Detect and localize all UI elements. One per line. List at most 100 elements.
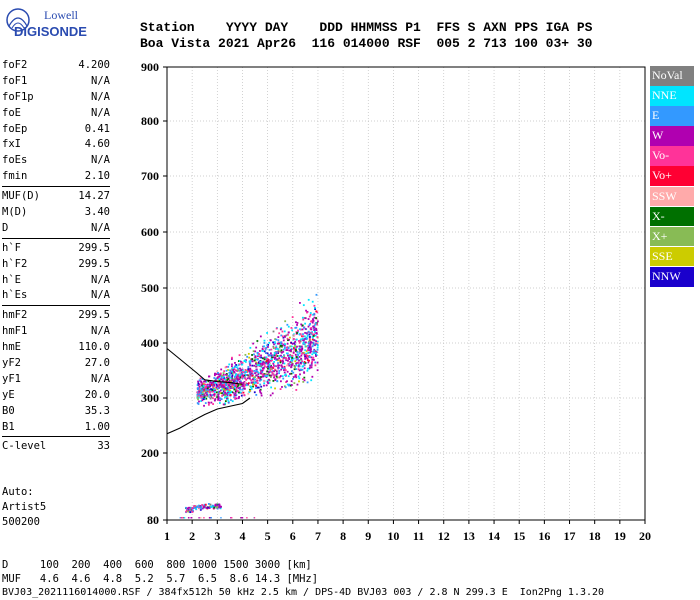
param-key: foF1	[2, 74, 28, 87]
echo-point	[243, 371, 246, 374]
echo-point	[265, 362, 268, 365]
echo-point	[217, 381, 220, 384]
echo-point	[227, 388, 230, 391]
echo-point-low	[240, 517, 243, 519]
echo-point	[313, 316, 316, 319]
echo-point	[277, 336, 280, 338]
echo-point	[313, 304, 316, 307]
echo-point	[258, 353, 260, 355]
echo-point-e	[216, 505, 219, 507]
echo-point	[305, 345, 307, 348]
echo-point	[227, 365, 230, 368]
echo-point	[308, 340, 310, 343]
echo-point	[281, 330, 284, 333]
echo-point	[238, 363, 241, 366]
echo-point	[257, 362, 260, 364]
echo-point	[288, 358, 291, 360]
echo-point	[244, 369, 247, 371]
echo-point	[251, 360, 254, 363]
echo-point	[216, 385, 219, 387]
echo-point	[218, 375, 221, 378]
echo-point	[205, 387, 208, 390]
echo-point	[306, 332, 308, 335]
echo-point	[286, 370, 289, 373]
echo-point	[222, 374, 225, 376]
echo-point	[289, 336, 291, 339]
echo-point	[293, 368, 296, 371]
echo-point	[296, 383, 299, 386]
echo-point	[262, 368, 265, 371]
echo-point	[219, 373, 222, 376]
echo-point	[277, 349, 280, 352]
echo-point	[275, 353, 278, 356]
echo-point	[301, 378, 304, 381]
echo-point	[233, 396, 236, 399]
echo-point-e	[207, 506, 209, 509]
echo-point	[268, 341, 271, 344]
echo-point	[287, 359, 289, 362]
echo-point	[298, 359, 300, 362]
echo-point	[237, 364, 240, 367]
echo-point	[277, 364, 280, 367]
echo-point	[269, 376, 272, 379]
echo-point	[248, 356, 251, 359]
echo-point	[237, 390, 239, 392]
echo-point	[280, 349, 283, 352]
echo-point	[284, 347, 286, 350]
echo-point	[243, 374, 246, 377]
echo-point	[295, 374, 297, 376]
echo-point	[294, 345, 297, 348]
echo-point	[268, 368, 271, 370]
echo-point	[215, 373, 218, 376]
echo-point-low	[241, 517, 244, 519]
param-key: fxI	[2, 138, 21, 151]
echo-point	[314, 361, 317, 364]
echo-point	[286, 380, 288, 383]
echo-point	[309, 313, 312, 316]
echo-point	[255, 365, 258, 368]
echo-point	[236, 381, 239, 384]
echo-point	[213, 377, 216, 379]
echo-point	[263, 380, 265, 383]
echo-point-e	[201, 504, 204, 507]
echo-point	[292, 338, 295, 340]
echo-point	[220, 398, 223, 401]
param-value: 299.5	[78, 309, 110, 322]
echo-point	[268, 349, 271, 351]
echo-point	[241, 376, 243, 379]
echo-point	[304, 331, 307, 334]
echo-point	[256, 371, 259, 373]
echo-point	[204, 402, 207, 404]
echo-point	[264, 348, 267, 351]
echo-point	[299, 340, 302, 343]
echo-point	[224, 402, 227, 405]
echo-point	[293, 343, 296, 346]
echo-point	[218, 385, 220, 387]
param-value: 20.0	[84, 388, 110, 401]
param-key: M(D)	[2, 206, 28, 219]
echo-point	[198, 400, 200, 403]
echo-point	[272, 356, 275, 359]
echo-point	[281, 346, 283, 348]
echo-point	[217, 394, 220, 396]
echo-point	[256, 363, 259, 366]
echo-point	[210, 389, 213, 392]
echo-point	[237, 391, 240, 394]
echo-point	[247, 368, 250, 370]
echo-point	[233, 386, 236, 389]
echo-point	[298, 369, 301, 372]
echo-point	[308, 315, 311, 318]
echo-point	[251, 372, 254, 375]
echo-point	[314, 306, 316, 309]
chart-points	[179, 293, 319, 519]
echo-point	[230, 358, 233, 360]
echo-point	[210, 382, 213, 384]
echo-point-e	[187, 507, 189, 510]
echo-point	[313, 352, 315, 354]
echo-point	[248, 377, 251, 380]
param-value: 4.200	[78, 59, 110, 71]
echo-point	[233, 394, 236, 396]
echo-point	[224, 384, 227, 387]
echo-point	[296, 356, 299, 359]
legend-item-ssw: SSW	[650, 186, 694, 207]
